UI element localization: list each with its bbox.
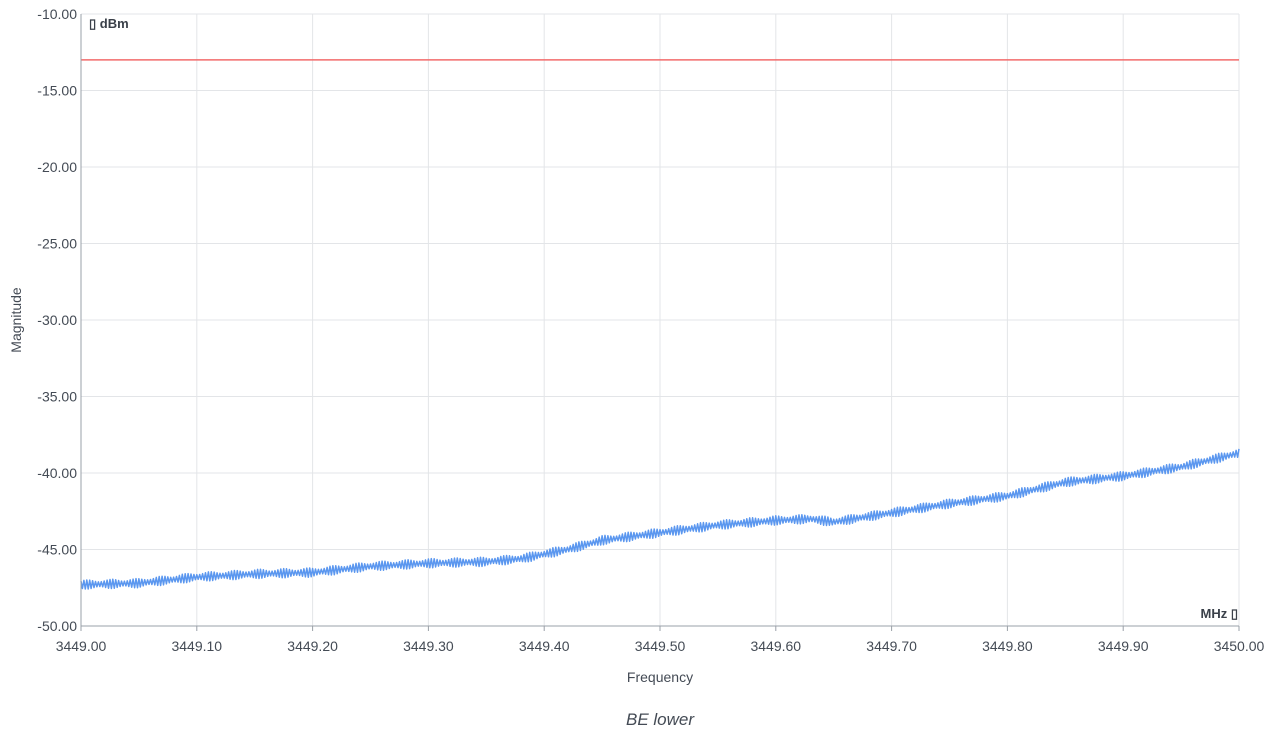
x-tick-label: 3449.50 (635, 638, 686, 654)
chart-caption: BE lower (626, 710, 695, 729)
x-unit-label: MHz ▯ (1201, 606, 1238, 621)
axes: -10.00 -15.00 -20.00 -25.00 -30.00 -35.00 -40.… (37, 6, 1264, 654)
x-tick-label: 3449.30 (403, 638, 454, 654)
y-tick-label: -45.00 (37, 542, 77, 558)
y-tick-label: -50.00 (37, 618, 77, 634)
x-tick-label: 3449.60 (750, 638, 801, 654)
x-tick-label: 3449.70 (866, 638, 917, 654)
y-tick-label: -25.00 (37, 236, 77, 252)
series-line (80, 448, 1240, 590)
x-tick-label: 3449.10 (171, 638, 222, 654)
y-tick-label: -35.00 (37, 389, 77, 405)
x-tick-label: 3449.90 (1098, 638, 1149, 654)
y-unit-label: ▯ dBm (89, 16, 129, 31)
x-tick-label: 3449.20 (287, 638, 338, 654)
y-tick-label: -30.00 (37, 312, 77, 328)
y-tick-label: -10.00 (37, 6, 77, 22)
x-tick-label: 3450.00 (1214, 638, 1265, 654)
y-tick-label: -15.00 (37, 83, 77, 99)
series-layer (80, 448, 1240, 590)
y-tick-label: -20.00 (37, 159, 77, 175)
y-axis-title: Magnitude (8, 287, 24, 353)
x-tick-label: 3449.80 (982, 638, 1033, 654)
x-tick-label: 3449.00 (56, 638, 107, 654)
x-axis-title: Frequency (627, 669, 693, 685)
x-tick-label: 3449.40 (519, 638, 570, 654)
grid (80, 13, 1240, 627)
y-tick-label: -40.00 (37, 465, 77, 481)
